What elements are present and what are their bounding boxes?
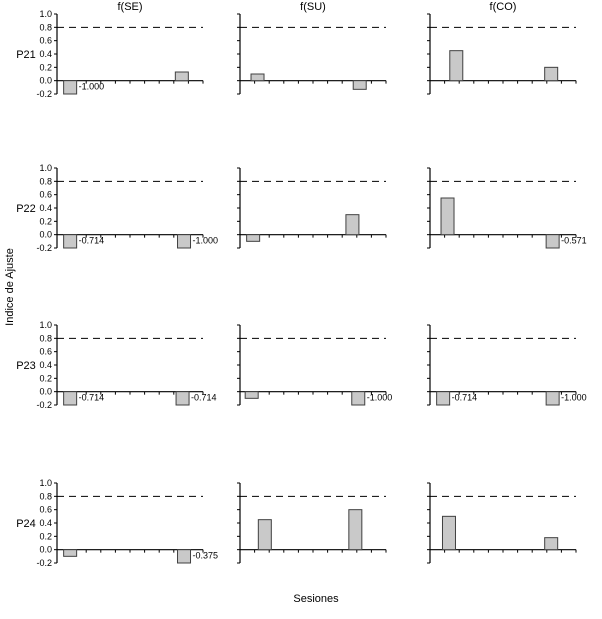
y-tick-label: 0.4 (39, 203, 52, 213)
y-tick-label: 0.2 (39, 62, 52, 72)
bar (348, 509, 363, 551)
y-tick-label: 0.6 (39, 347, 52, 357)
bar (63, 80, 78, 95)
bar-value-label: -0.714 (191, 393, 217, 403)
col-title: f(SE) (117, 1, 142, 13)
subplot-p22-fse: 1.0 0.8 0.6 0.4 0.2 0.0 -0.2 -0.714 -1.000 P22 (16, 163, 218, 253)
subplot-p21-fco: f(CO) (427, 1, 577, 95)
bar (544, 537, 559, 551)
row-label: P21 (16, 49, 36, 61)
y-tick-label: 1.0 (39, 9, 52, 19)
plot-area (237, 482, 387, 564)
subplot-p23-fsu: -1.000 (237, 324, 393, 406)
bar (250, 73, 265, 82)
col-title: f(CO) (490, 1, 517, 13)
y-tick-label: 0.0 (39, 230, 52, 240)
bar (436, 391, 451, 406)
bar-value-label: -0.714 (452, 393, 478, 403)
subplot-p24-fsu (237, 482, 387, 564)
bar (63, 234, 78, 249)
bar (545, 234, 560, 249)
bar (545, 391, 560, 406)
bar (345, 214, 360, 236)
bar (352, 80, 367, 90)
plot-area: 1.0 0.8 0.6 0.4 0.2 0.0 -0.2 -1.000 f(SE) P21 (16, 1, 204, 99)
y-tick-label: 0.0 (39, 545, 52, 555)
bar-value-label: -0.714 (79, 236, 105, 246)
bar (177, 549, 192, 564)
subplot-p21-fsu: f(SU) (237, 1, 387, 95)
subplot-p23-fse: 1.0 0.8 0.6 0.4 0.2 0.0 -0.2 -0.714 -0.714 P23 (16, 320, 216, 410)
subplot-p21-fse: 1.0 0.8 0.6 0.4 0.2 0.0 -0.2 -1.000 f(SE) P21 (16, 1, 204, 99)
bar (244, 391, 259, 399)
plot-area: 1.0 0.8 0.6 0.4 0.2 0.0 -0.2 -0.714 -0.714 P23 (16, 320, 216, 410)
y-tick-label: 0.4 (39, 49, 52, 59)
y-tick-label: 0.2 (39, 531, 52, 541)
bar (177, 234, 192, 249)
y-tick-label: 0.2 (39, 216, 52, 226)
y-tick-label: 0.6 (39, 36, 52, 46)
plot-area (237, 167, 387, 249)
y-tick-label: 0.4 (39, 518, 52, 528)
subplot-p22-fco: -0.571 (427, 167, 587, 249)
y-tick-label: 1.0 (39, 320, 52, 330)
bar-value-label: -0.375 (193, 551, 219, 561)
y-tick-label: 0.8 (39, 22, 52, 32)
x-axis-title: Sesiones (293, 593, 339, 605)
y-tick-label: 0.8 (39, 491, 52, 501)
plot-area: f(SU) (237, 1, 387, 95)
row-label: P23 (16, 360, 36, 372)
bar-value-label: -1.000 (193, 236, 219, 246)
bar (63, 549, 78, 557)
y-tick-label: 0.0 (39, 387, 52, 397)
plot-area: -0.571 (427, 167, 587, 249)
bar (351, 391, 366, 406)
y-tick-label: 0.2 (39, 373, 52, 383)
y-tick-label: -0.2 (36, 89, 52, 99)
subplot-p22-fsu (237, 167, 387, 249)
plot-area: -0.714 -1.000 (427, 324, 587, 406)
y-tick-label: -0.2 (36, 558, 52, 568)
row-label: P24 (16, 518, 36, 530)
plot-area (427, 482, 577, 564)
bar (175, 391, 190, 406)
y-tick-label: 0.6 (39, 190, 52, 200)
y-tick-label: -0.2 (36, 400, 52, 410)
y-tick-label: 1.0 (39, 478, 52, 488)
bar (63, 391, 78, 406)
bar-value-label: -1.000 (79, 82, 105, 92)
y-tick-label: 0.0 (39, 76, 52, 86)
y-tick-label: 0.6 (39, 505, 52, 515)
plot-area: 1.0 0.8 0.6 0.4 0.2 0.0 -0.2 -0.375 P24 (16, 478, 218, 568)
subplot-p23-fco: -0.714 -1.000 (427, 324, 587, 406)
bar (257, 519, 272, 551)
subplot-p24-fse: 1.0 0.8 0.6 0.4 0.2 0.0 -0.2 -0.375 P24 (16, 478, 218, 568)
row-label: P22 (16, 203, 36, 215)
y-tick-label: 0.8 (39, 176, 52, 186)
y-tick-label: -0.2 (36, 243, 52, 253)
bar (246, 234, 261, 242)
y-tick-label: 0.4 (39, 360, 52, 370)
subplot-p24-fco (427, 482, 577, 564)
bar (441, 515, 456, 551)
bar-value-label: -0.714 (79, 393, 105, 403)
bar (440, 197, 455, 236)
plot-area: -1.000 (237, 324, 393, 406)
col-title: f(SU) (300, 1, 326, 13)
y-tick-label: 0.8 (39, 333, 52, 343)
y-tick-label: 1.0 (39, 163, 52, 173)
bar (174, 71, 189, 82)
bar (544, 66, 559, 82)
bar-value-label: -1.000 (367, 393, 393, 403)
plot-area: 1.0 0.8 0.6 0.4 0.2 0.0 -0.2 -0.714 -1.000 P22 (16, 163, 218, 253)
bar (449, 50, 464, 82)
bar-value-label: -1.000 (561, 393, 587, 403)
bar-value-label: -0.571 (561, 236, 587, 246)
plot-area: f(CO) (427, 1, 577, 95)
